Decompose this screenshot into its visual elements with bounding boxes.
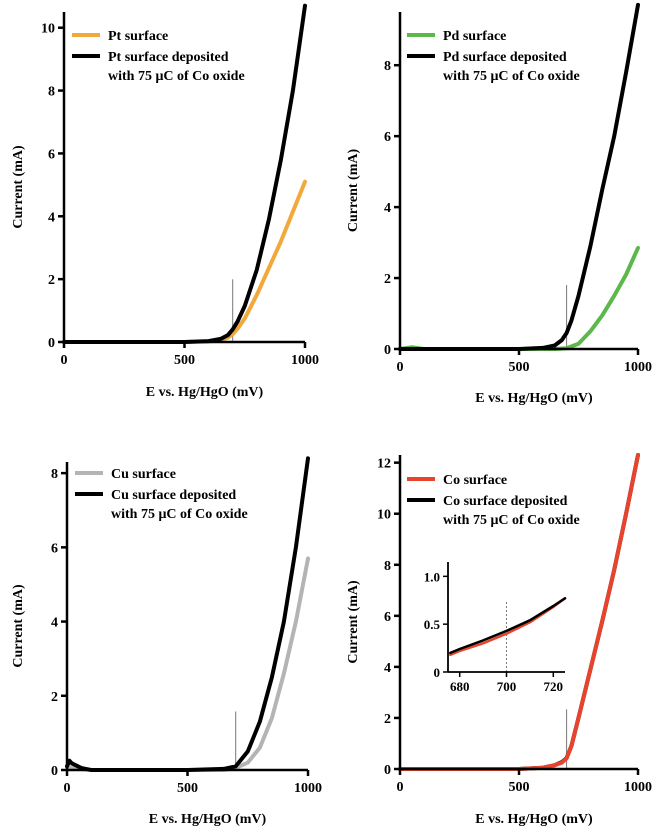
x-tick-label: 1000 xyxy=(624,780,652,795)
y-axis-label: Current (mA) xyxy=(346,580,361,664)
chart-panel-3: 0 2 4 6 8 0 500 1000 E vs. Hg/HgO (mV) Current (m… xyxy=(11,456,322,827)
chart-panel-2: 0 2 4 6 8 0 500 1000 E vs. Hg/HgO (mV) Current (m… xyxy=(346,2,652,406)
y-tick-label: 2 xyxy=(51,690,58,705)
x-tick-label: 500 xyxy=(509,780,530,795)
x-tick-label: 720 xyxy=(544,679,564,694)
x-axis-label: E vs. Hg/HgO (mV) xyxy=(149,812,267,827)
y-tick-label: 8 xyxy=(51,467,58,482)
chart-4-series-line-2 xyxy=(398,453,640,771)
legend-label-2: Co surface deposited xyxy=(443,494,568,509)
x-tick-label: 700 xyxy=(497,679,517,694)
y-axis-label: Current (mA) xyxy=(346,149,361,233)
x-tick-label: 680 xyxy=(450,679,470,694)
x-tick-label: 0 xyxy=(61,353,68,368)
x-tick-label: 1000 xyxy=(294,781,322,796)
y-tick-label: 10 xyxy=(377,508,391,523)
legend-label-2: with 75 μC of Co oxide xyxy=(443,69,580,84)
x-axis-label: E vs. Hg/HgO (mV) xyxy=(146,385,264,400)
chart-panel-1: 0 2 4 6 8 10 0 500 1000 E vs. Hg/HgO (mV) Current … xyxy=(11,3,319,400)
legend-label-1: Co surface xyxy=(443,473,507,488)
y-tick-label: 2 xyxy=(384,712,391,727)
y-tick-label: 8 xyxy=(384,559,391,574)
legend-label-2: Cu surface deposited xyxy=(111,488,236,503)
chart-panel-4: 0 2 4 6 8 10 12 0 500 1000 E vs. Hg/HgO (mV) Curren… xyxy=(346,453,652,827)
x-axis-label: E vs. Hg/HgO (mV) xyxy=(475,391,593,406)
legend-label-1: Pt surface xyxy=(108,29,168,44)
y-tick-label: 0 xyxy=(434,665,441,680)
y-tick-label: 0.5 xyxy=(424,617,441,632)
y-tick-label: 6 xyxy=(48,147,55,162)
chart-3-series-line-2 xyxy=(65,456,310,772)
legend-label-2: with 75 μC of Co oxide xyxy=(111,507,248,522)
legend-label-2: Pd surface deposited xyxy=(443,50,567,65)
x-tick-label: 0 xyxy=(64,781,71,796)
legend-label-2: with 75 μC of Co oxide xyxy=(108,69,245,84)
y-tick-label: 0 xyxy=(384,763,391,778)
y-tick-label: 6 xyxy=(51,541,58,556)
y-axis-label: Current (mA) xyxy=(11,145,26,229)
y-tick-label: 2 xyxy=(48,273,55,288)
legend-label-1: Cu surface xyxy=(111,467,176,482)
chart-2-series-line-1 xyxy=(398,245,640,351)
y-tick-label: 4 xyxy=(51,616,58,631)
inset-series-line-2 xyxy=(449,597,567,655)
x-tick-label: 500 xyxy=(174,353,195,368)
x-tick-label: 1000 xyxy=(624,360,652,375)
legend-label-2: with 75 μC of Co oxide xyxy=(443,513,580,528)
legend-label-2: Pt surface deposited xyxy=(108,50,229,65)
y-tick-label: 0 xyxy=(384,343,391,358)
y-tick-label: 12 xyxy=(377,457,391,472)
x-tick-label: 0 xyxy=(397,360,404,375)
legend-label-1: Pd surface xyxy=(443,29,506,44)
x-tick-label: 500 xyxy=(177,781,198,796)
y-tick-label: 2 xyxy=(384,272,391,287)
y-tick-label: 8 xyxy=(384,59,391,74)
y-tick-label: 4 xyxy=(384,201,391,216)
chart-1-series-line-1 xyxy=(62,179,307,344)
y-tick-label: 10 xyxy=(41,22,55,37)
y-tick-label: 6 xyxy=(384,130,391,145)
y-tick-label: 1.0 xyxy=(424,569,440,584)
y-tick-label: 0 xyxy=(51,764,58,779)
x-tick-label: 1000 xyxy=(291,353,319,368)
y-tick-label: 0 xyxy=(48,336,55,351)
y-tick-label: 4 xyxy=(48,210,55,225)
x-tick-label: 0 xyxy=(397,780,404,795)
x-axis-label: E vs. Hg/HgO (mV) xyxy=(475,812,593,827)
y-tick-label: 4 xyxy=(384,661,391,676)
chart-3-series-line-1 xyxy=(65,556,310,772)
y-axis-label: Current (mA) xyxy=(11,584,26,668)
inset-chart: 0 0.5 1.0 680 700 720 xyxy=(424,562,567,694)
y-tick-label: 8 xyxy=(48,85,55,100)
y-tick-label: 6 xyxy=(384,610,391,625)
x-tick-label: 500 xyxy=(509,360,530,375)
